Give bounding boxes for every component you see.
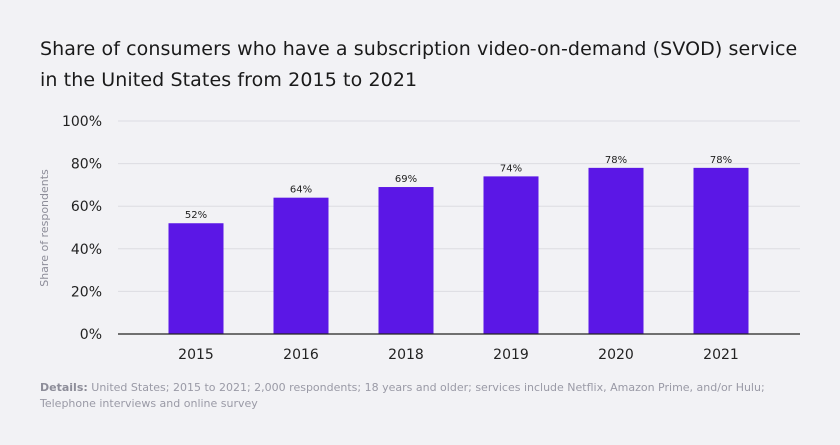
bar-2015	[168, 223, 224, 334]
data-label-2020: 78%	[605, 155, 627, 166]
y-axis-label: Share of respondents	[38, 169, 51, 287]
x-tick-label-2020: 2020	[598, 347, 634, 363]
data-label-2021: 78%	[710, 155, 732, 166]
data-label-2016: 64%	[290, 185, 312, 196]
x-tick-labels: 2015 2016 2018 2019 2020 2021	[178, 347, 739, 363]
data-label-2015: 52%	[185, 210, 207, 221]
y-tick-label: 40%	[71, 242, 102, 258]
x-tick-label-2021: 2021	[703, 347, 739, 363]
y-tick-label: 80%	[71, 157, 102, 173]
x-tick-label-2015: 2015	[178, 347, 214, 363]
chart-title: Share of consumers who have a subscripti…	[40, 38, 798, 91]
bars	[168, 167, 749, 334]
grid-lines	[118, 120, 800, 292]
x-tick-label-2019: 2019	[493, 347, 529, 363]
data-label-2019: 74%	[500, 163, 522, 174]
footer-details-text: United States; 2015 to 2021; 2,000 respo…	[40, 381, 765, 410]
y-tick-label: 0%	[80, 327, 102, 343]
y-tick-label: 20%	[71, 284, 102, 300]
bar-2019	[483, 176, 539, 334]
bar-2021	[693, 167, 749, 334]
data-label-2018: 69%	[395, 174, 417, 185]
bar-2016	[273, 197, 329, 334]
y-tick-labels: 0% 20% 40% 60% 80% 100%	[62, 114, 102, 343]
bar-2020	[588, 167, 644, 334]
data-labels: 52% 64% 69% 74% 78% 78%	[185, 155, 732, 221]
x-tick-label-2018: 2018	[388, 347, 424, 363]
x-tick-label-2016: 2016	[283, 347, 319, 363]
chart-footer: Details: United States; 2015 to 2021; 2,…	[40, 380, 800, 412]
footer-details-label: Details:	[40, 381, 88, 394]
y-tick-label: 100%	[62, 114, 102, 130]
bar-2018	[378, 187, 434, 334]
y-tick-label: 60%	[71, 199, 102, 215]
